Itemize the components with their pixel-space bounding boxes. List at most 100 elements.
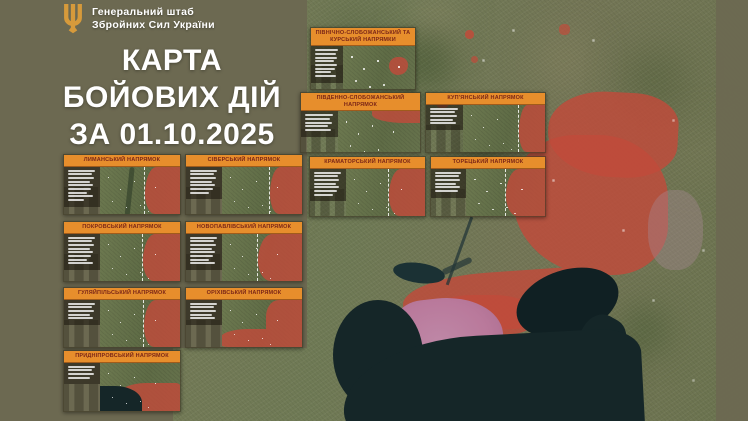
illegible-text-line bbox=[314, 182, 336, 185]
illegible-text-line bbox=[68, 247, 90, 250]
direction-panel-pivdenno-slobozhanskyi: ПІВДЕННО-СЛОБОЖАНСЬКИЙ НАПРЯМОК bbox=[300, 92, 421, 153]
panel-header: ПОКРОВСЬКИЙ НАПРЯМОК bbox=[64, 222, 180, 234]
panel-header: ТОРЕЦЬКИЙ НАПРЯМОК bbox=[431, 157, 545, 169]
illegible-text-line bbox=[435, 190, 458, 193]
panel-body bbox=[431, 168, 545, 216]
panel-title: НОВОПАВЛІВСЬКИЙ НАПРЯМОК bbox=[196, 224, 292, 230]
genstaff-header: Генеральний штаб Збройних Сил України bbox=[62, 4, 215, 34]
trident-watermark-icon bbox=[186, 320, 221, 347]
illegible-text-line bbox=[68, 176, 94, 179]
illegible-text-line bbox=[314, 171, 341, 174]
panel-inset-map bbox=[343, 46, 415, 89]
illegible-text-line bbox=[435, 178, 461, 181]
illegible-text-line bbox=[68, 306, 93, 309]
illegible-text-line bbox=[68, 262, 93, 265]
illegible-text-line bbox=[190, 236, 217, 239]
panel-occupied-overlay bbox=[505, 168, 545, 216]
illegible-text-line bbox=[190, 188, 214, 191]
panel-header: ЛИМАНСЬКИЙ НАПРЯМОК bbox=[64, 155, 180, 167]
panel-settlement-list bbox=[64, 233, 100, 271]
panel-body bbox=[64, 233, 180, 281]
panel-inset-map bbox=[221, 233, 302, 281]
illegible-text-line bbox=[190, 176, 216, 179]
panel-title: ЛИМАНСЬКИЙ НАПРЯМОК bbox=[83, 157, 161, 163]
org-name-line2: Збройних Сил України bbox=[92, 19, 215, 31]
map-title-line1: КАРТА bbox=[121, 44, 223, 77]
trident-watermark-icon bbox=[64, 383, 99, 411]
illegible-text-line bbox=[68, 317, 94, 320]
illegible-text-line bbox=[190, 251, 216, 254]
panel-settlement-list bbox=[186, 166, 222, 200]
illegible-text-line bbox=[190, 180, 212, 183]
panel-settlement-list bbox=[186, 233, 222, 271]
panel-title: ПРИДНІПРОВСЬКИЙ НАПРЯМОК bbox=[75, 353, 169, 359]
panel-left-column bbox=[186, 166, 222, 214]
panel-header: КУП'ЯНСЬКИЙ НАПРЯМОК bbox=[426, 93, 545, 105]
illegible-text-line bbox=[68, 169, 95, 172]
illegible-text-line bbox=[68, 255, 92, 258]
org-name-line1: Генеральний штаб bbox=[92, 6, 195, 18]
illegible-text-line bbox=[314, 175, 338, 178]
illegible-text-line bbox=[315, 52, 336, 55]
panel-title: КРАМАТОРСЬКИЙ НАПРЯМОК bbox=[324, 159, 411, 165]
illegible-text-line bbox=[430, 118, 453, 121]
panel-body bbox=[64, 299, 180, 347]
panel-header: КРАМАТОРСЬКИЙ НАПРЯМОК bbox=[310, 157, 425, 169]
panel-inset-map bbox=[221, 166, 302, 214]
panel-title: ТОРЕЦЬКИЙ НАПРЯМОК bbox=[452, 159, 524, 165]
direction-panel-kramatorskyi: КРАМАТОРСЬКИЙ НАПРЯМОК bbox=[309, 156, 426, 217]
illegible-text-line bbox=[305, 128, 331, 131]
panel-occupied-overlay bbox=[144, 166, 180, 214]
direction-panel-siverskyi: СІВЕРСЬКИЙ НАПРЯМОК bbox=[185, 154, 303, 215]
panel-occupied-overlay bbox=[257, 233, 302, 281]
illegible-text-line bbox=[190, 302, 217, 305]
panel-body bbox=[64, 362, 180, 411]
panel-occupied-overlay bbox=[143, 299, 180, 347]
illegible-text-line bbox=[190, 258, 209, 261]
illegible-text-line bbox=[430, 114, 457, 117]
illegible-text-line bbox=[68, 313, 90, 316]
panel-inset-map bbox=[99, 166, 180, 214]
panel-front-line bbox=[387, 168, 389, 216]
illegible-text-line bbox=[68, 372, 94, 375]
illegible-text-line bbox=[305, 117, 330, 120]
illegible-text-line bbox=[314, 190, 337, 193]
panel-left-column bbox=[426, 104, 463, 152]
panel-settlement-specks bbox=[463, 105, 465, 107]
trident-watermark-icon bbox=[426, 125, 461, 152]
panel-settlement-list bbox=[311, 46, 344, 83]
panel-settlement-specks bbox=[222, 234, 224, 236]
panel-settlement-specks bbox=[343, 46, 345, 48]
panel-occupied-overlay bbox=[221, 299, 302, 347]
direction-panel-pivnichno-slobozhanskyi-kurskyi: ПІВНІЧНО-СЛОБОЖАНСЬКИЙ ТА КУРСЬКИЙ НАПРЯ… bbox=[310, 27, 416, 90]
panel-front-line bbox=[517, 104, 519, 152]
russia-border-tint bbox=[648, 190, 703, 270]
direction-panel-novopavlivskyi: НОВОПАВЛІВСЬКИЙ НАПРЯМОК bbox=[185, 221, 303, 282]
panel-left-column bbox=[301, 111, 338, 152]
illegible-text-line bbox=[190, 191, 209, 194]
illegible-text-line bbox=[315, 60, 334, 63]
panel-settlement-specks bbox=[222, 167, 224, 169]
panel-inset-map bbox=[99, 362, 180, 411]
panel-river bbox=[124, 166, 135, 214]
illegible-text-line bbox=[435, 182, 457, 185]
panel-title: СІВЕРСЬКИЙ НАПРЯМОК bbox=[207, 157, 281, 163]
panel-front-line bbox=[142, 299, 144, 347]
panel-inset-map bbox=[462, 104, 545, 152]
panel-occupied-overlay bbox=[372, 111, 420, 124]
illegible-text-line bbox=[190, 169, 217, 172]
panel-left-column bbox=[186, 299, 222, 347]
panel-title: ПІВНІЧНО-СЛОБОЖАНСЬКИЙ ТА КУРСЬКИЙ НАПРЯ… bbox=[315, 30, 411, 43]
map-title: КАРТА БОЙОВИХ ДІЙ ЗА 01.10.2025 bbox=[40, 42, 304, 153]
illegible-text-line bbox=[315, 56, 338, 59]
panel-header: ПРИДНІПРОВСЬКИЙ НАПРЯМОК bbox=[64, 351, 180, 363]
panel-front-line bbox=[142, 233, 144, 281]
illegible-text-line bbox=[68, 251, 94, 254]
direction-panel-huliaipilskyi: ГУЛЯЙПІЛЬСЬКИЙ НАПРЯМОК bbox=[63, 287, 181, 348]
illegible-text-line bbox=[68, 199, 85, 202]
panel-occupied-overlay bbox=[388, 168, 425, 216]
illegible-text-line bbox=[315, 49, 339, 52]
panel-left-column bbox=[431, 168, 467, 216]
panel-header: ГУЛЯЙПІЛЬСЬКИЙ НАПРЯМОК bbox=[64, 288, 180, 300]
